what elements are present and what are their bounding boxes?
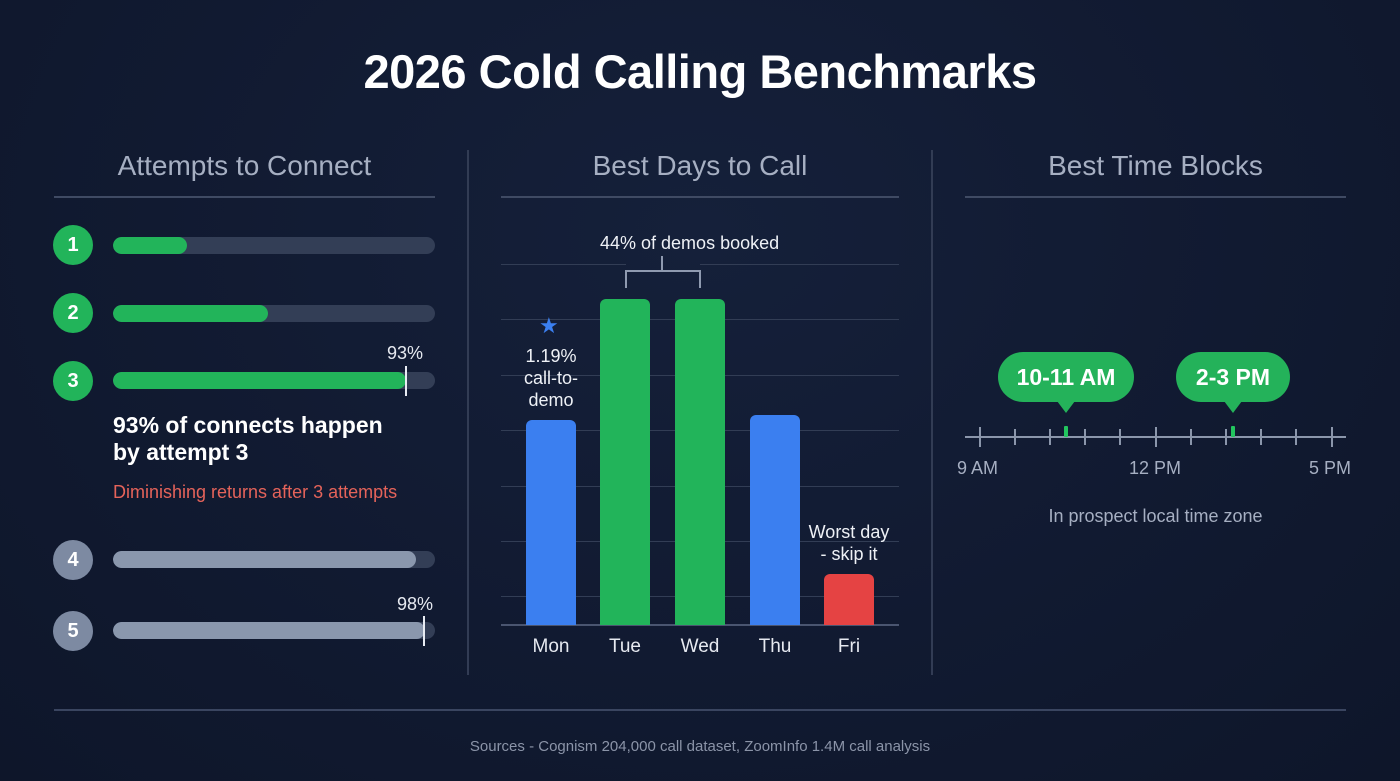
tick-minor bbox=[1190, 429, 1192, 445]
pill-pointer-morning bbox=[1057, 401, 1075, 413]
highlight-mark-afternoon bbox=[1231, 426, 1235, 437]
attempt-5-pct-label: 98% bbox=[397, 594, 434, 614]
days-panel-title: Best Days to Call bbox=[592, 150, 808, 181]
attempt-track-1 bbox=[113, 237, 435, 254]
star-icon: ★ bbox=[539, 313, 559, 338]
bar-wed bbox=[675, 299, 725, 625]
attempt-badge-4: 4 bbox=[53, 540, 93, 580]
mon-note-line1: 1.19% bbox=[525, 346, 577, 366]
mon-note-line2: call-to- bbox=[523, 368, 578, 388]
attempt-badge-3: 3 bbox=[53, 361, 93, 401]
day-label-wed: Wed bbox=[680, 636, 720, 657]
attempt-fill-5 bbox=[113, 622, 426, 639]
attempt-5-marker bbox=[423, 616, 425, 646]
tick-minor bbox=[1084, 429, 1086, 445]
timezone-note: In prospect local time zone bbox=[1048, 506, 1263, 526]
demos-booked-label: 44% of demos booked bbox=[600, 233, 780, 253]
mon-call-to-demo-note: 1.19% call-to- demo bbox=[506, 345, 596, 411]
tick-major bbox=[1155, 427, 1157, 447]
times-title-rule bbox=[965, 196, 1346, 198]
attempt-track-3 bbox=[113, 372, 435, 389]
bar-thu bbox=[750, 415, 800, 625]
attempt-track-4 bbox=[113, 551, 435, 568]
gridline bbox=[501, 264, 626, 265]
attempts-callout-line1: 93% of connects happen bbox=[113, 412, 383, 438]
tick-minor bbox=[1225, 429, 1227, 445]
tick-minor bbox=[1014, 429, 1016, 445]
days-title-rule bbox=[501, 196, 899, 198]
attempts-panel-title: Attempts to Connect bbox=[117, 150, 372, 181]
fri-worst-day-note: Worst day - skip it bbox=[799, 521, 899, 565]
time-label-9am: 9 AM bbox=[957, 458, 999, 478]
tick-major bbox=[1331, 427, 1333, 447]
time-label-12pm: 12 PM bbox=[1129, 458, 1182, 478]
attempt-3-marker bbox=[405, 366, 407, 396]
attempts-callout-line2: by attempt 3 bbox=[113, 439, 249, 465]
sources-footer: Sources - Cognism 204,000 call dataset, … bbox=[469, 738, 931, 755]
attempt-fill-3 bbox=[113, 372, 407, 389]
attempt-3-pct-label: 93% bbox=[387, 343, 424, 363]
bracket-stem bbox=[661, 256, 663, 271]
day-label-mon: Mon bbox=[532, 636, 570, 657]
highlight-mark-morning bbox=[1064, 426, 1068, 437]
time-block-pill-afternoon: 2-3 PM bbox=[1176, 352, 1290, 402]
divider-left bbox=[467, 150, 469, 675]
attempt-fill-4 bbox=[113, 551, 416, 568]
bar-mon bbox=[526, 420, 576, 625]
bar-fri bbox=[824, 574, 874, 625]
times-panel-title: Best Time Blocks bbox=[1048, 150, 1263, 181]
attempts-callout: 93% of connects happen by attempt 3 bbox=[113, 412, 383, 466]
fri-note-line1: Worst day bbox=[808, 522, 890, 542]
pill-pointer-afternoon bbox=[1224, 401, 1242, 413]
tick-minor bbox=[1295, 429, 1297, 445]
page-title: 2026 Cold Calling Benchmarks bbox=[363, 45, 1037, 98]
tick-minor bbox=[1119, 429, 1121, 445]
attempt-badge-1: 1 bbox=[53, 225, 93, 265]
time-label-5pm: 5 PM bbox=[1309, 458, 1352, 478]
attempt-badge-5: 5 bbox=[53, 611, 93, 651]
tue-wed-bracket bbox=[625, 270, 701, 288]
attempt-fill-1 bbox=[113, 237, 188, 254]
attempt-track-5 bbox=[113, 622, 435, 639]
mon-note-line3: demo bbox=[528, 390, 574, 410]
chart-baseline bbox=[501, 624, 899, 626]
time-block-pill-morning: 10-11 AM bbox=[998, 352, 1134, 402]
fri-note-line2: - skip it bbox=[820, 544, 878, 564]
bar-tue bbox=[600, 299, 650, 625]
gridline bbox=[700, 264, 899, 265]
attempt-track-2 bbox=[113, 305, 435, 322]
footer-divider bbox=[54, 709, 1346, 711]
diminishing-returns-warning: Diminishing returns after 3 attempts bbox=[113, 482, 398, 502]
day-label-fri: Fri bbox=[837, 636, 861, 657]
attempt-fill-2 bbox=[113, 305, 268, 322]
attempts-title-rule bbox=[54, 196, 435, 198]
attempt-badge-2: 2 bbox=[53, 293, 93, 333]
tick-minor bbox=[1049, 429, 1051, 445]
tick-minor bbox=[1260, 429, 1262, 445]
day-label-thu: Thu bbox=[758, 636, 792, 657]
tick-major bbox=[979, 427, 981, 447]
day-label-tue: Tue bbox=[608, 636, 642, 657]
divider-right bbox=[931, 150, 933, 675]
